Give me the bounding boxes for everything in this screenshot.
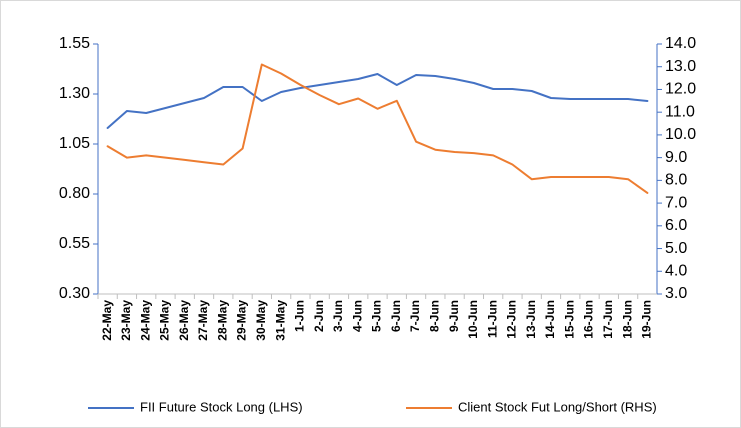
series-line [106, 73, 649, 129]
x-tick-label: 27-May [196, 300, 210, 341]
y2-tick-label: 7.0 [665, 194, 687, 211]
y2-tick-label: 12.0 [665, 81, 696, 98]
y-tick-label: 0.55 [59, 235, 90, 252]
x-tick-label: 10-Jun [466, 300, 480, 339]
x-tick-label: 24-May [138, 300, 152, 341]
y2-tick-label: 13.0 [665, 58, 696, 75]
x-tick-label: 1-Jun [293, 300, 307, 332]
x-tick-label: 29-May [235, 300, 249, 341]
x-tick-label: 28-May [215, 300, 229, 341]
y2-tick-label: 5.0 [665, 240, 687, 257]
y-tick-label: 1.55 [59, 35, 90, 52]
y2-tick-label: 11.0 [665, 103, 695, 120]
legend-label: Client Stock Fut Long/Short (RHS) [458, 399, 657, 414]
x-tick-label: 5-Jun [370, 300, 384, 332]
x-tick-label: 16-Jun [582, 300, 596, 339]
x-tick-label: 14-Jun [543, 300, 557, 339]
x-tick-label: 12-Jun [505, 300, 519, 339]
y2-tick-label: 6.0 [665, 217, 687, 234]
x-tick-label: 17-Jun [601, 300, 615, 339]
x-tick-label: 2-Jun [312, 300, 326, 332]
x-tick-label: 8-Jun [427, 300, 441, 332]
y2-tick-label: 4.0 [665, 262, 687, 279]
y2-tick-label: 9.0 [665, 149, 687, 166]
x-tick-label: 9-Jun [447, 300, 461, 332]
x-tick-label: 3-Jun [331, 300, 345, 332]
y2-tick-label: 10.0 [665, 126, 696, 143]
x-tick-label: 6-Jun [389, 300, 403, 332]
x-tick-label: 4-Jun [350, 300, 364, 332]
legend-label: FII Future Stock Long (LHS) [140, 399, 303, 414]
y-tick-label: 1.05 [59, 135, 90, 152]
x-tick-label: 13-Jun [524, 300, 538, 339]
x-tick-label: 22-May [100, 300, 114, 341]
x-tick-label: 15-Jun [562, 300, 576, 339]
series-line [106, 63, 649, 194]
y2-tick-label: 8.0 [665, 172, 687, 189]
y-tick-label: 0.80 [59, 185, 90, 202]
y-tick-label: 0.30 [59, 285, 90, 302]
x-tick-label: 7-Jun [408, 300, 422, 332]
x-tick-label: 25-May [158, 300, 172, 341]
x-tick-label: 26-May [177, 300, 191, 341]
x-tick-label: 11-Jun [485, 300, 499, 338]
x-tick-label: 31-May [273, 300, 287, 341]
x-tick-label: 30-May [254, 300, 268, 341]
y-tick-label: 1.30 [59, 85, 90, 102]
x-tick-label: 18-Jun [620, 300, 634, 339]
x-tick-label: 19-Jun [640, 300, 654, 339]
x-tick-label: 23-May [119, 300, 133, 341]
y2-tick-label: 3.0 [665, 285, 687, 302]
y2-tick-label: 14.0 [665, 35, 696, 52]
